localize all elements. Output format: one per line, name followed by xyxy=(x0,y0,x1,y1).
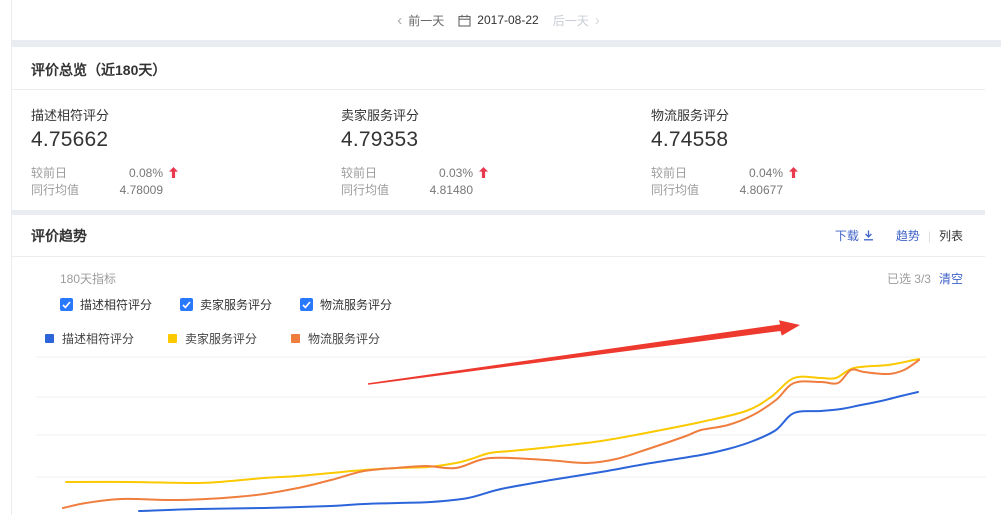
series-line xyxy=(138,391,919,512)
chart-legend: 描述相符评分 卖家服务评分 物流服务评分 xyxy=(12,313,985,347)
checkbox-logistics-score[interactable]: 物流服务评分 xyxy=(300,296,392,313)
legend-item-seller-service-score[interactable]: 卖家服务评分 xyxy=(168,330,257,347)
metric-seller-service-score: 卖家服务评分 4.79353 较前日 0.03% 同行均值 4.81480 xyxy=(341,105,651,198)
legend-swatch xyxy=(45,334,54,343)
dod-value: 0.04% xyxy=(748,165,783,180)
series-line xyxy=(65,358,920,485)
metric-name: 卖家服务评分 xyxy=(341,108,420,123)
checkbox-label: 物流服务评分 xyxy=(320,298,393,312)
metric-logistics-score: 物流服务评分 4.74558 较前日 0.04% 同行均值 4.80677 xyxy=(651,105,961,198)
prev-day-button[interactable]: ‹ 前一天 xyxy=(397,12,444,29)
metric-value: 4.74558 xyxy=(651,128,729,151)
checkbox-label: 描述相符评分 xyxy=(80,298,153,312)
up-arrow-icon xyxy=(169,167,178,178)
next-day-label: 后一天 xyxy=(552,13,589,28)
download-button[interactable]: 下载 xyxy=(835,227,874,244)
prev-day-label: 前一天 xyxy=(408,13,445,28)
legend-label: 卖家服务评分 xyxy=(185,332,258,346)
view-trend-tab[interactable]: 趋势 xyxy=(895,229,920,243)
download-icon xyxy=(863,230,873,241)
legend-swatch xyxy=(291,334,301,343)
dod-value: 0.08% xyxy=(128,165,163,180)
dod-value: 0.03% xyxy=(438,165,473,180)
metric-peer-row: 同行均值 4.80677 xyxy=(651,181,961,198)
up-arrow-icon xyxy=(479,167,488,178)
metric-value: 4.79353 xyxy=(341,128,419,151)
checkbox-label: 卖家服务评分 xyxy=(200,298,273,312)
peer-label: 同行均值 xyxy=(31,183,80,197)
view-list-tab[interactable]: 列表 xyxy=(938,229,963,243)
checkbox-seller-service-score[interactable]: 卖家服务评分 xyxy=(180,296,272,313)
metric-dod-row: 较前日 0.04% xyxy=(651,164,961,181)
metric-checkboxes: 描述相符评分 卖家服务评分 物流服务评分 xyxy=(12,287,985,313)
legend-label: 描述相符评分 xyxy=(62,332,135,346)
calendar-icon xyxy=(458,14,471,27)
metric-description-score: 描述相符评分 4.75662 较前日 0.08% 同行均值 4.78009 xyxy=(31,105,341,198)
dod-label: 较前日 xyxy=(31,166,68,180)
overview-metrics: 描述相符评分 4.75662 较前日 0.08% 同行均值 4.78009 卖家… xyxy=(12,90,985,210)
date-picker[interactable]: 2017-08-22 xyxy=(458,13,539,27)
section-divider xyxy=(12,210,985,215)
metric-peer-row: 同行均值 4.78009 xyxy=(31,181,341,198)
next-day-button[interactable]: 后一天 › xyxy=(553,12,600,29)
checkbox-checked-icon xyxy=(60,298,73,311)
checkbox-description-score[interactable]: 描述相符评分 xyxy=(60,296,152,313)
peer-value: 4.81480 xyxy=(429,182,473,197)
dod-label: 较前日 xyxy=(651,166,688,180)
metric-name: 描述相符评分 xyxy=(31,108,110,123)
selected-count: 已选 3/3 xyxy=(886,272,931,286)
date-nav: ‹ 前一天 2017-08-22 后一天 › xyxy=(12,0,985,40)
peer-value: 4.78009 xyxy=(119,182,163,197)
trend-title: 评价趋势 xyxy=(31,227,87,244)
trend-controls: 下载 趋势 | 列表 xyxy=(835,227,963,244)
checkbox-checked-icon xyxy=(180,298,194,311)
metric-name: 物流服务评分 xyxy=(651,108,730,123)
overview-title: 评价总览（近180天） xyxy=(31,62,167,78)
section-divider xyxy=(12,40,1001,47)
legend-swatch xyxy=(168,334,178,343)
clear-selection-button[interactable]: 清空 xyxy=(938,272,963,286)
current-date: 2017-08-22 xyxy=(477,13,539,27)
metric-value: 4.75662 xyxy=(31,128,109,151)
dod-label: 较前日 xyxy=(341,166,378,180)
metric-peer-row: 同行均值 4.81480 xyxy=(341,181,651,198)
page-panel: ‹ 前一天 2017-08-22 后一天 › 评价总览（近180天） 描述相符评… xyxy=(11,0,1001,515)
view-separator: | xyxy=(927,228,931,243)
peer-label: 同行均值 xyxy=(651,183,700,197)
legend-label: 物流服务评分 xyxy=(308,332,381,346)
metric-dod-row: 较前日 0.03% xyxy=(341,164,651,181)
overview-title-row: 评价总览（近180天） xyxy=(12,47,985,90)
series-line xyxy=(62,359,920,509)
selection-summary: 已选 3/3 清空 xyxy=(887,270,963,287)
trend-filters-row: 180天指标 已选 3/3 清空 xyxy=(12,257,985,287)
trend-card: 评价趋势 下载 趋势 | 列表 180天指标 已选 3/3 清空 xyxy=(12,215,986,515)
period-label: 180天指标 xyxy=(60,272,117,286)
download-label: 下载 xyxy=(834,229,859,243)
overview-card: 评价总览（近180天） 描述相符评分 4.75662 较前日 0.08% 同行均… xyxy=(12,47,985,210)
legend-item-description-score[interactable]: 描述相符评分 xyxy=(45,330,134,347)
chevron-right-icon: › xyxy=(594,11,600,29)
checkbox-checked-icon xyxy=(300,298,314,311)
peer-value: 4.80677 xyxy=(739,182,783,197)
trend-header: 评价趋势 下载 趋势 | 列表 xyxy=(12,215,985,257)
chevron-left-icon: ‹ xyxy=(397,11,403,29)
legend-item-logistics-score[interactable]: 物流服务评分 xyxy=(291,330,380,347)
metric-dod-row: 较前日 0.08% xyxy=(31,164,341,181)
peer-label: 同行均值 xyxy=(341,183,390,197)
up-arrow-icon xyxy=(789,167,798,178)
